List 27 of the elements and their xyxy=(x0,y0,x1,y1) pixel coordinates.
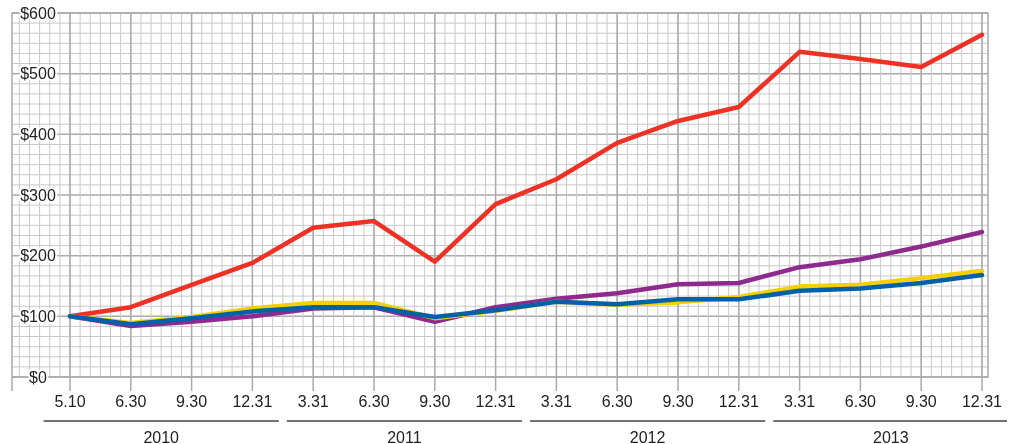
y-tick-label: $500 xyxy=(20,65,56,83)
x-tick-label: 9.30 xyxy=(662,392,694,410)
text: 2012 xyxy=(629,428,666,444)
x-tick-label: 6.30 xyxy=(358,392,390,410)
y-tick-label: $400 xyxy=(20,125,56,143)
x-tick-label: 6.30 xyxy=(601,392,633,410)
text: 2010 xyxy=(143,428,180,444)
x-tick-label: 6.30 xyxy=(115,392,147,410)
y-tick-label: $100 xyxy=(20,307,56,325)
x-tick-label: 12.31 xyxy=(718,392,759,410)
x-tick-label: 9.30 xyxy=(419,392,451,410)
x-tick-label: 3.31 xyxy=(297,392,329,410)
y-tick-label: $300 xyxy=(20,186,56,204)
y-tick-label: $600 xyxy=(20,4,56,22)
x-tick-label: 12.31 xyxy=(232,392,273,410)
text: 2011 xyxy=(387,428,422,444)
y-tick-label: $200 xyxy=(20,247,56,265)
y-tick-label: $0 xyxy=(29,368,47,386)
x-tick-label: 6.30 xyxy=(844,392,877,410)
x-tick-label: 12.31 xyxy=(961,392,1003,410)
text: 2013 xyxy=(873,428,909,444)
x-tick-label: 3.31 xyxy=(784,392,816,410)
x-tick-label: 9.30 xyxy=(176,392,208,410)
x-tick-label: 9.30 xyxy=(905,392,937,410)
x-tick-label: 3.31 xyxy=(540,392,573,410)
x-tick-label: 12.31 xyxy=(475,392,516,410)
x-tick-label: 5.10 xyxy=(54,392,86,410)
